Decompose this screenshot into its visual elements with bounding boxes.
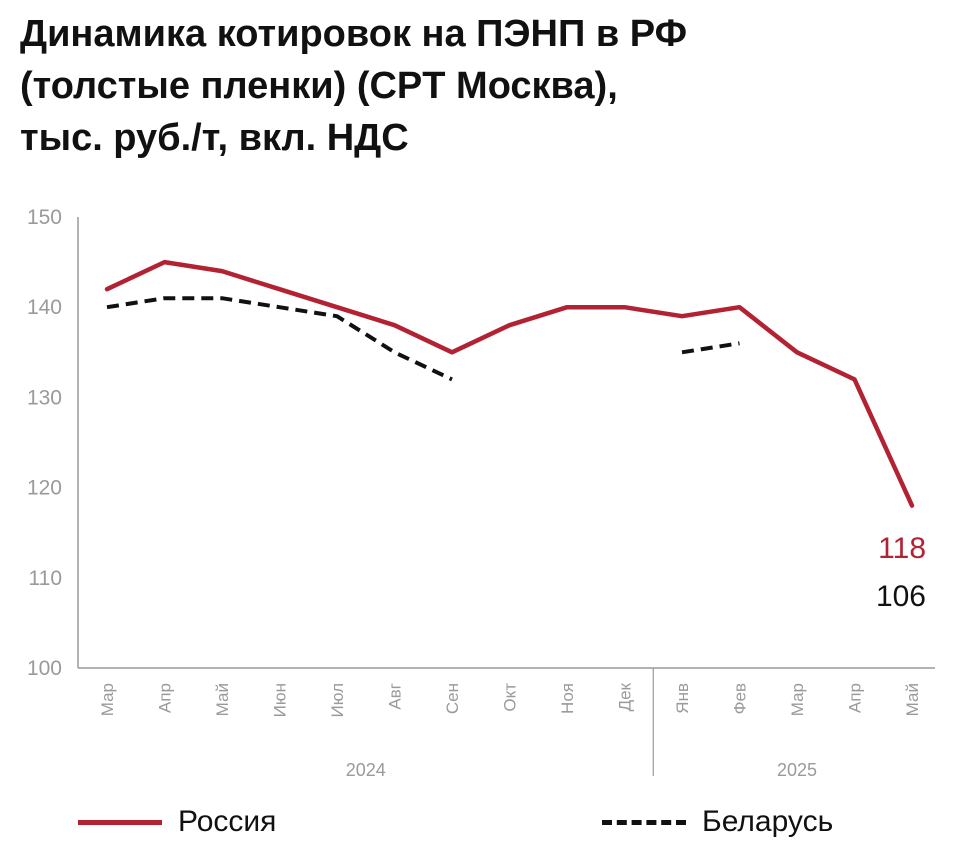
x-tick-label: Апр (846, 683, 865, 713)
year-label: 2025 (777, 760, 817, 780)
end-label-russia: 118 (878, 532, 926, 565)
legend-item-belarus: Беларусь (602, 800, 833, 844)
x-axis-ticks: Мар Апр Май Июн Июл Авг Сен Окт Ноя Дек Янв Фев Мар А… (98, 682, 922, 717)
legend-swatch-russia (78, 819, 162, 825)
series-line-russia (104, 259, 915, 508)
x-tick-label: Окт (501, 683, 520, 712)
end-label-belarus: 106 (876, 580, 926, 613)
x-tick-label: Апр (156, 683, 175, 713)
chart-title-line-2: (толстые пленки) (CPT Москва), (20, 65, 618, 107)
x-tick-label: Ноя (558, 683, 577, 714)
legend-swatch-belarus (602, 819, 686, 825)
y-tick-label: 100 (27, 657, 62, 680)
x-tick-label: Мар (788, 683, 807, 716)
series-line-belarus (106, 296, 453, 382)
x-tick-label: Июн (271, 683, 290, 717)
x-tick-label: Дек (616, 682, 635, 711)
x-tick-label: Сен (443, 683, 462, 714)
y-tick-label: 110 (29, 567, 62, 590)
y-tick-label: 120 (27, 477, 62, 500)
chart-title-line-1: Динамика котировок на ПЭНП в РФ (20, 13, 688, 55)
chart-title: Динамика котировок на ПЭНП в РФ (толстые… (20, 8, 940, 164)
x-tick-label: Фев (731, 683, 750, 714)
legend-label-belarus: Беларусь (702, 805, 834, 838)
x-tick-label: Май (213, 683, 232, 716)
legend-item-russia: Россия (78, 800, 276, 844)
series-layer (104, 259, 915, 508)
x-tick-label: Май (903, 683, 922, 716)
x-tick-label: Авг (386, 683, 405, 710)
year-label: 2024 (346, 760, 386, 780)
year-labels: 2024 2025 (346, 668, 817, 780)
series-line-belarus (681, 341, 740, 355)
legend-label-russia: Россия (178, 805, 277, 838)
y-axis-ticks: 150 140 130 120 110 100 (27, 206, 62, 680)
y-tick-label: 140 (27, 296, 62, 319)
y-tick-label: 150 (27, 206, 62, 229)
x-tick-label: Июл (328, 683, 347, 718)
y-tick-label: 130 (27, 386, 62, 409)
x-tick-label: Янв (673, 683, 692, 714)
x-tick-label: Мар (98, 683, 117, 716)
chart-title-line-3: тыс. руб./т, вкл. НДС (20, 117, 409, 159)
chart-axes (77, 217, 935, 669)
